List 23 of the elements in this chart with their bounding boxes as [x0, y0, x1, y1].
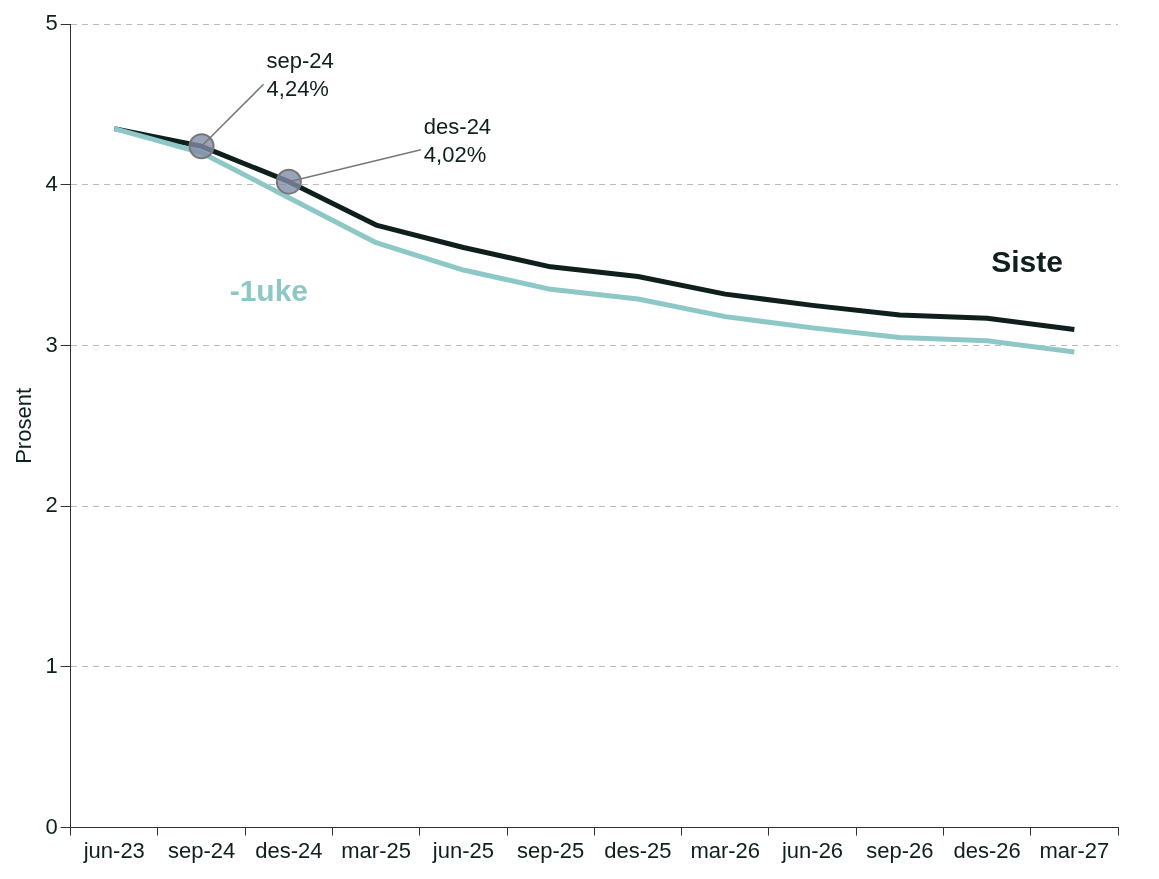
x-tick-label: mar-27: [1039, 837, 1110, 863]
x-tick-label: sep-24: [167, 837, 236, 863]
y-axis-title: Prosent: [11, 387, 37, 464]
y-tick-label: 4: [45, 170, 58, 196]
series-label: -1uke: [229, 274, 309, 307]
x-tick-label: jun-23: [82, 837, 145, 863]
series-label: Siste: [991, 244, 1063, 278]
x-tick-label: mar-26: [690, 837, 761, 863]
annotation: sep-24 4,24%: [266, 48, 334, 102]
x-tick-label: des-24: [255, 837, 323, 863]
x-tick-label: sep-25: [517, 837, 585, 863]
y-tick-label: 2: [45, 492, 58, 518]
y-tick-label: 3: [45, 331, 58, 357]
x-tick-label: jun-26: [780, 837, 844, 863]
x-tick-label: sep-26: [866, 837, 934, 863]
x-tick-label: des-26: [953, 837, 1021, 863]
annotation: des-24 4,02%: [423, 113, 492, 167]
x-tick-label: des-25: [604, 837, 672, 863]
x-tick-label: jun-25: [431, 837, 494, 863]
x-tick-label: mar-25: [341, 837, 411, 863]
y-tick-label: 0: [45, 813, 58, 839]
y-tick-label: 5: [45, 10, 58, 36]
y-tick-label: 1: [45, 652, 58, 678]
